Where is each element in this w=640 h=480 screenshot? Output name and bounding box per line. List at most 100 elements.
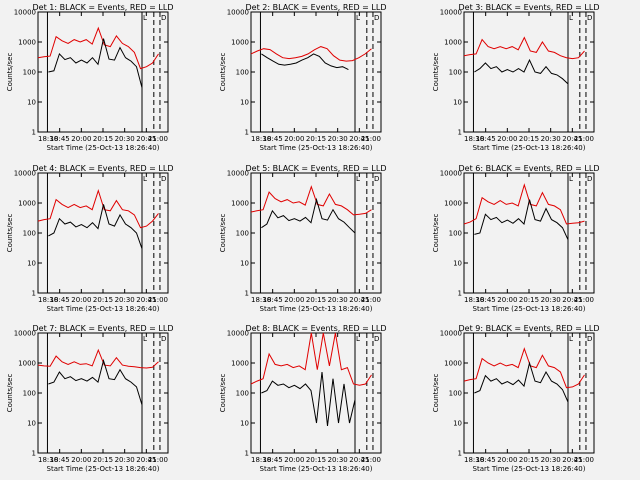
y-tick-label: 10000 <box>14 330 36 338</box>
marker-label: D <box>161 14 166 22</box>
y-tick-label: 10000 <box>227 330 249 338</box>
x-axis-label: Start Time (25-Oct-13 18:26:40) <box>473 465 586 473</box>
x-tick-label: 18:45 <box>50 296 70 304</box>
series-line-events <box>48 204 143 249</box>
marker-label: L <box>356 175 360 183</box>
x-tick-label: 20:45 <box>562 296 582 304</box>
plot-frame <box>463 172 595 294</box>
y-tick-label: 1 <box>32 290 36 298</box>
x-tick-label: 20:30 <box>115 456 135 464</box>
y-tick-label: 10000 <box>227 9 249 17</box>
x-tick-label: 21:00 <box>148 135 168 143</box>
x-tick-label: 20:45 <box>562 135 582 143</box>
panel-title: Det 7: BLACK = Events, RED = LLD <box>33 324 174 333</box>
x-tick-label: 20:00 <box>284 296 304 304</box>
y-tick-label: 10 <box>240 420 249 428</box>
y-tick-label: 10 <box>453 420 462 428</box>
y-tick-label: 100 <box>236 69 249 77</box>
y-tick-label: 100 <box>236 390 249 398</box>
panel-title: Det 4: BLACK = Events, RED = LLD <box>33 164 174 173</box>
y-tick-label: 100 <box>449 230 462 238</box>
x-tick-label: 18:30 <box>464 135 484 143</box>
x-tick-label: 20:15 <box>93 456 113 464</box>
panel-det4: Det 4: BLACK = Events, RED = LLD 1 10 100 10… <box>6 164 173 313</box>
x-tick-label: 18:45 <box>50 456 70 464</box>
y-tick-label: 100 <box>23 230 36 238</box>
y-tick-label: 100 <box>23 69 36 77</box>
y-tick-label: 10 <box>27 420 36 428</box>
x-axis-label: Start Time (25-Oct-13 18:26:40) <box>260 465 373 473</box>
x-tick-label: 18:30 <box>464 296 484 304</box>
series-line-events <box>261 197 356 234</box>
y-tick-label: 1 <box>245 290 249 298</box>
panel-title: Det 1: BLACK = Events, RED = LLD <box>33 3 174 12</box>
x-tick-label: 20:15 <box>306 135 326 143</box>
y-tick-label: 1 <box>458 450 462 458</box>
marker-label: L <box>569 14 573 22</box>
x-tick-label: 20:30 <box>328 135 348 143</box>
x-tick-label: 18:30 <box>251 456 271 464</box>
y-axis-label: Counts/sec <box>219 53 227 92</box>
y-tick-label: 1000 <box>18 200 36 208</box>
panel-det3: Det 3: BLACK = Events, RED = LLD 1 10 100 10… <box>432 3 599 152</box>
x-tick-label: 18:45 <box>476 456 496 464</box>
x-tick-label: 20:00 <box>71 296 91 304</box>
y-tick-label: 100 <box>449 390 462 398</box>
x-tick-label: 18:30 <box>251 296 271 304</box>
marker-label: D <box>161 175 166 183</box>
y-tick-label: 1 <box>458 290 462 298</box>
y-axis-label: Counts/sec <box>6 53 14 92</box>
marker-label: L <box>143 14 147 22</box>
marker-label: D <box>587 175 592 183</box>
y-tick-label: 1000 <box>231 360 249 368</box>
panel-det9: Det 9: BLACK = Events, RED = LLD 1 10 100 10… <box>432 324 599 473</box>
x-tick-label: 20:00 <box>71 456 91 464</box>
x-tick-label: 21:00 <box>148 296 168 304</box>
x-tick-label: 21:00 <box>574 456 594 464</box>
series-line-lld <box>250 185 372 216</box>
x-axis-label: Start Time (25-Oct-13 18:26:40) <box>260 305 373 313</box>
x-tick-label: 20:00 <box>497 456 517 464</box>
series-line-lld <box>250 46 372 62</box>
series-line-events <box>474 361 569 403</box>
series-line-lld <box>37 188 159 229</box>
series-line-lld <box>37 26 159 70</box>
series-line-events <box>261 53 349 71</box>
plot-frame <box>463 332 595 454</box>
y-tick-label: 10 <box>453 260 462 268</box>
y-tick-label: 10000 <box>440 330 462 338</box>
x-axis-label: Start Time (25-Oct-13 18:26:40) <box>47 144 160 152</box>
x-tick-label: 20:00 <box>284 456 304 464</box>
x-tick-label: 20:30 <box>541 456 561 464</box>
x-tick-label: 18:45 <box>263 296 283 304</box>
y-axis-label: Counts/sec <box>6 214 14 253</box>
panel-det1: Det 1: BLACK = Events, RED = LLD 1 10 100 10… <box>6 3 173 152</box>
y-tick-label: 1000 <box>444 200 462 208</box>
y-tick-label: 10000 <box>14 170 36 178</box>
x-axis-label: Start Time (25-Oct-13 18:26:40) <box>473 305 586 313</box>
x-tick-label: 20:30 <box>115 296 135 304</box>
plot-frame <box>250 172 382 294</box>
x-tick-label: 20:15 <box>519 296 539 304</box>
x-tick-label: 21:00 <box>148 456 168 464</box>
series-line-lld <box>463 183 585 225</box>
panel-title: Det 8: BLACK = Events, RED = LLD <box>246 324 387 333</box>
x-tick-label: 20:45 <box>136 456 156 464</box>
y-tick-label: 1000 <box>18 39 36 47</box>
series-line-events <box>474 58 569 85</box>
plot-frame <box>250 332 382 454</box>
y-axis-label: Counts/sec <box>219 374 227 413</box>
x-tick-label: 20:30 <box>328 296 348 304</box>
series-line-lld <box>463 36 585 60</box>
x-tick-label: 18:45 <box>476 135 496 143</box>
x-axis-label: Start Time (25-Oct-13 18:26:40) <box>260 144 373 152</box>
panel-det8: Det 8: BLACK = Events, RED = LLD 1 10 100 10… <box>219 324 386 473</box>
series-line-events <box>261 371 356 426</box>
panel-det7: Det 7: BLACK = Events, RED = LLD 1 10 100 10… <box>6 324 173 473</box>
panel-title: Det 9: BLACK = Events, RED = LLD <box>459 324 600 333</box>
y-tick-label: 1 <box>32 129 36 137</box>
y-tick-label: 100 <box>449 69 462 77</box>
x-tick-label: 20:00 <box>497 135 517 143</box>
x-tick-label: 20:15 <box>93 296 113 304</box>
x-tick-label: 20:15 <box>519 135 539 143</box>
